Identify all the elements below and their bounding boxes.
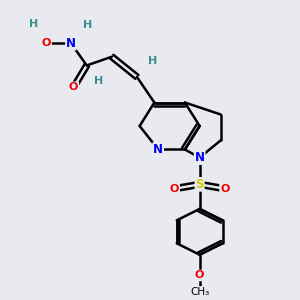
Text: O: O <box>42 38 51 48</box>
Text: N: N <box>195 151 205 164</box>
Text: CH₃: CH₃ <box>190 287 209 297</box>
Text: N: N <box>66 37 76 50</box>
Text: O: O <box>170 184 179 194</box>
Text: O: O <box>220 184 230 194</box>
Text: H: H <box>94 76 103 86</box>
Text: H: H <box>28 19 38 29</box>
Text: S: S <box>195 178 204 191</box>
Text: H: H <box>148 56 157 66</box>
Text: N: N <box>153 143 163 156</box>
Text: O: O <box>69 82 78 92</box>
Text: H: H <box>82 20 92 30</box>
Text: O: O <box>195 271 204 281</box>
